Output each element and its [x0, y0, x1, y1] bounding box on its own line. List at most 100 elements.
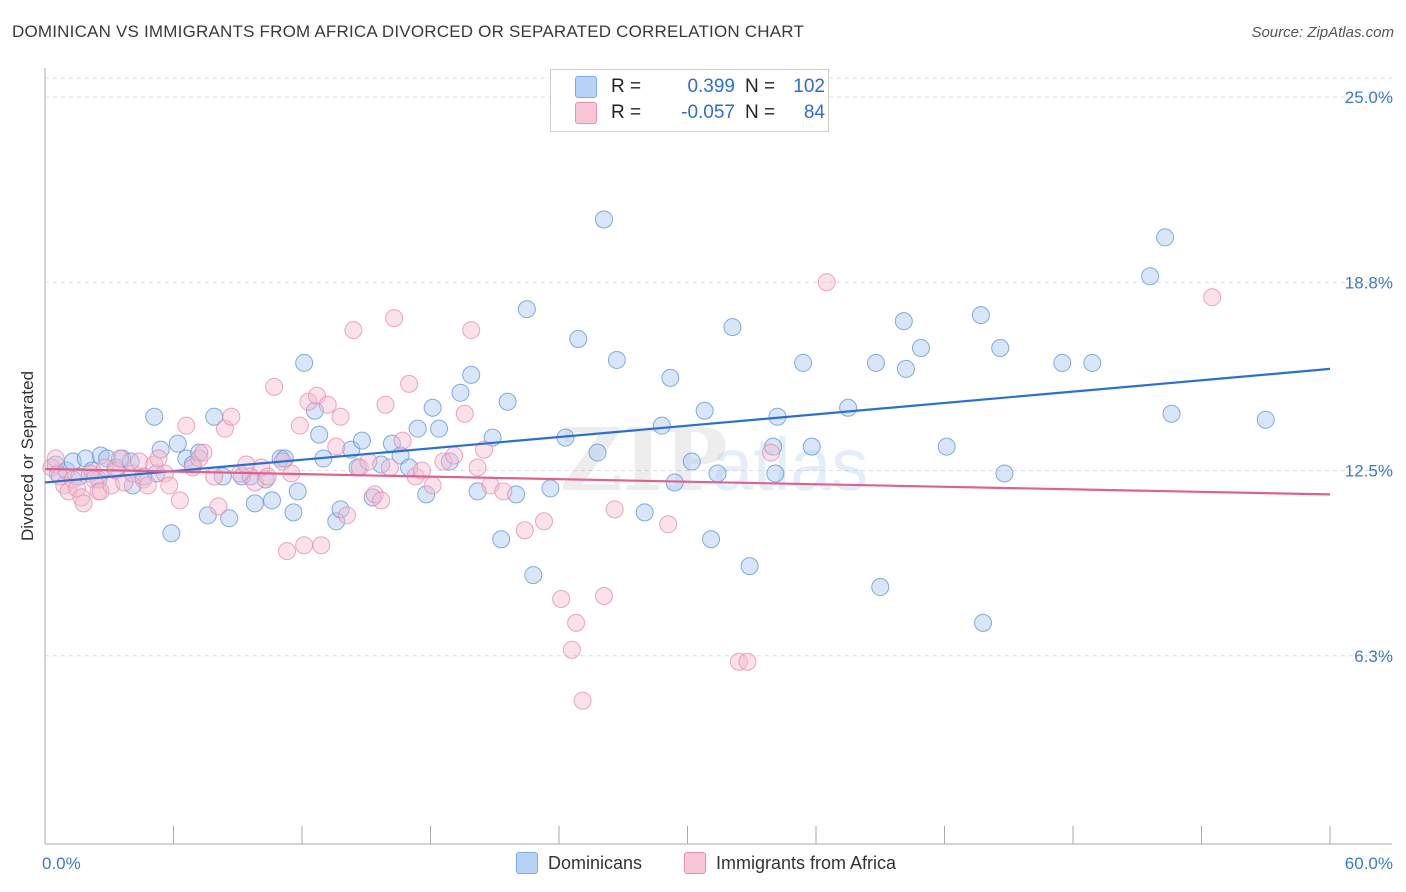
- dominican-point: [635, 503, 654, 522]
- dominican-point: [1141, 267, 1160, 286]
- data-points: [42, 210, 1275, 710]
- africa-point: [138, 476, 157, 495]
- dominican-point: [284, 503, 303, 522]
- dominican-point: [682, 452, 701, 471]
- africa-point: [376, 395, 395, 414]
- africa-point: [194, 443, 213, 462]
- africa-point: [393, 431, 412, 450]
- africa-point: [738, 652, 757, 671]
- dominican-point: [295, 353, 314, 372]
- dominican-point: [162, 524, 181, 543]
- dominican-point: [866, 353, 885, 372]
- africa-point: [130, 452, 149, 471]
- dominican-point: [995, 464, 1014, 483]
- dominican-point: [839, 398, 858, 417]
- africa-point: [177, 416, 196, 435]
- dominican-point: [594, 210, 613, 229]
- dominican-point: [702, 530, 721, 549]
- africa-point: [573, 691, 592, 710]
- africa-point: [562, 640, 581, 659]
- africa-point: [278, 542, 297, 561]
- r-value: 0.399: [687, 76, 735, 97]
- africa-point: [290, 416, 309, 435]
- africa-point: [46, 449, 65, 468]
- dominican-point: [245, 494, 264, 513]
- y-axis-label: Divorced or Separated: [18, 371, 37, 541]
- dominican-point: [498, 392, 517, 411]
- africa-legend-swatch: [684, 852, 706, 874]
- africa-point: [567, 613, 586, 632]
- africa-point: [400, 374, 419, 393]
- dominican-point: [256, 470, 275, 489]
- r-label: R =: [611, 76, 642, 97]
- dominican-point: [911, 338, 930, 357]
- x-tick-label: 0.0%: [42, 854, 81, 873]
- dominican-point: [1053, 353, 1072, 372]
- africa-point: [475, 440, 494, 459]
- africa-point: [74, 494, 93, 513]
- africa-point: [762, 443, 781, 462]
- trend-lines: [44, 367, 1331, 496]
- dominican-point: [220, 509, 239, 528]
- n-value: 102: [793, 76, 825, 97]
- africa-point: [95, 458, 114, 477]
- axes: [44, 68, 1392, 845]
- chart-source: Source: ZipAtlas.com: [1251, 24, 1394, 41]
- legend-label-africa: Immigrants from Africa: [716, 852, 897, 873]
- dominican-point: [1162, 404, 1181, 423]
- africa-point: [222, 407, 241, 426]
- dominican-point: [661, 368, 680, 387]
- dominican-point: [524, 566, 543, 585]
- dominican-point: [802, 437, 821, 456]
- chart-title: DOMINICAN VS IMMIGRANTS FROM AFRICA DIVO…: [12, 22, 805, 41]
- africa-point: [380, 458, 399, 477]
- africa-point: [359, 452, 378, 471]
- dominican-point: [417, 485, 436, 504]
- r-label: R =: [611, 102, 642, 123]
- dominican-point: [451, 383, 470, 402]
- africa-point: [659, 515, 678, 534]
- dominican-point: [1256, 410, 1275, 429]
- africa-point: [515, 521, 534, 540]
- africa-point: [817, 273, 836, 292]
- africa-point: [331, 407, 350, 426]
- x-tick-label: 60.0%: [1345, 854, 1393, 873]
- dominican-point: [310, 425, 329, 444]
- grid: [45, 77, 1392, 657]
- dominican-point: [541, 479, 560, 498]
- africa-point: [434, 452, 453, 471]
- dominican-point: [352, 431, 371, 450]
- africa-point: [205, 467, 224, 486]
- africa-point: [594, 586, 613, 605]
- africa-point: [552, 589, 571, 608]
- dominican-point: [190, 443, 209, 462]
- dominican-point: [894, 312, 913, 331]
- dominican-point: [1083, 353, 1102, 372]
- dominican-point: [871, 578, 890, 597]
- africa-point: [312, 536, 331, 555]
- dominican-point: [723, 318, 742, 337]
- legend-item-dominicans: Dominicans: [516, 852, 642, 874]
- africa-point: [307, 386, 326, 405]
- watermark-atlas: atlas: [712, 423, 868, 506]
- dominican-point: [263, 491, 282, 510]
- africa-point: [110, 449, 129, 468]
- africa-point: [412, 461, 431, 480]
- africa-point: [423, 476, 442, 495]
- dominican-point: [974, 613, 993, 632]
- dominican-point: [1156, 228, 1175, 247]
- n-label: N =: [745, 102, 776, 123]
- africa-point: [605, 500, 624, 519]
- dominican-point: [652, 416, 671, 435]
- africa-point: [455, 404, 474, 423]
- dominican-point: [275, 449, 294, 468]
- dominican-point: [342, 440, 361, 459]
- africa-point: [91, 482, 110, 501]
- dominican-point: [991, 338, 1010, 357]
- africa-point: [372, 491, 391, 510]
- africa-point: [170, 491, 189, 510]
- africa-point: [258, 467, 277, 486]
- africa-point: [344, 321, 363, 340]
- africa-point: [209, 497, 228, 516]
